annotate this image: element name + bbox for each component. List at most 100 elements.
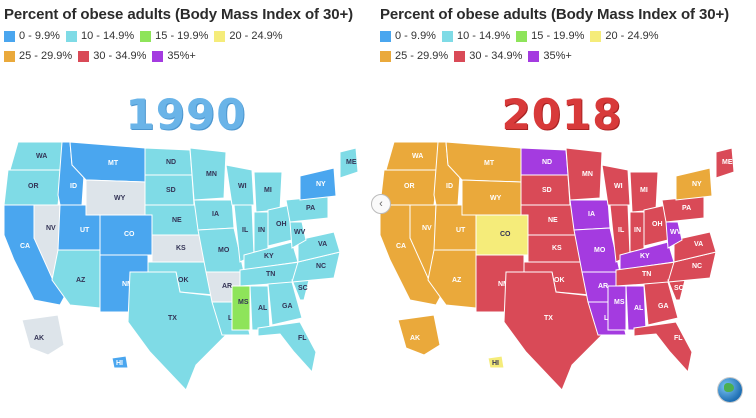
- state-label-id: ID: [70, 183, 77, 190]
- state-label-wi: WI: [238, 183, 247, 190]
- state-label-pa: PA: [682, 205, 691, 212]
- state-label-va: VA: [318, 241, 327, 248]
- state-hi: [487, 355, 505, 369]
- state-label-nc: NC: [692, 263, 702, 270]
- state-wv: [289, 221, 307, 249]
- state-label-mn: MN: [206, 171, 217, 178]
- state-label-nv: NV: [422, 225, 432, 232]
- state-label-fl: FL: [674, 335, 683, 342]
- us-map-1990: WA OR CA NV ID MT WY UT AZ CO NM ND SD NE KS OK TX MN IA MO…: [3, 141, 359, 391]
- state-az: [427, 249, 477, 309]
- state-label-tn: TN: [266, 271, 275, 278]
- state-label-ak: AK: [410, 335, 420, 342]
- state-ak: [397, 314, 441, 356]
- state-label-tn: TN: [642, 271, 651, 278]
- state-label-hi: HI: [492, 360, 499, 367]
- state-label-or: OR: [28, 183, 39, 190]
- state-label-va: VA: [694, 241, 703, 248]
- state-label-fl: FL: [298, 335, 307, 342]
- state-label-il: IL: [618, 227, 625, 234]
- state-va: [297, 231, 341, 263]
- state-label-oh: OH: [276, 221, 287, 228]
- state-label-tx: TX: [544, 315, 553, 322]
- legend-item: 20 - 24.9%: [214, 30, 283, 42]
- state-hi: [111, 355, 129, 369]
- state-label-in: IN: [258, 227, 265, 234]
- state-label-sc: SC: [298, 285, 308, 292]
- state-tx: [503, 271, 603, 391]
- legend-item: 35%+: [152, 50, 196, 62]
- state-label-nd: ND: [166, 159, 176, 166]
- globe-icon: [718, 378, 742, 402]
- state-label-il: IL: [242, 227, 249, 234]
- state-label-wy: WY: [490, 195, 502, 202]
- state-label-oh: OH: [652, 221, 663, 228]
- panel-2018: Percent of obese adults (Body Mass Index…: [376, 0, 748, 412]
- state-label-nm: NM: [122, 281, 133, 288]
- state-ak: [21, 314, 65, 356]
- state-label-ny: NY: [316, 181, 326, 188]
- legend-item: 10 - 14.9%: [441, 30, 510, 42]
- state-az: [51, 249, 101, 309]
- state-label-ut: UT: [80, 227, 90, 234]
- state-label-ne: NE: [172, 217, 182, 224]
- state-ny: [675, 167, 713, 201]
- state-label-sd: SD: [166, 187, 176, 194]
- state-label-nv: NV: [46, 225, 56, 232]
- legend-item: 25 - 29.9%: [380, 50, 448, 62]
- state-label-id: ID: [446, 183, 453, 190]
- state-label-co: CO: [500, 231, 511, 238]
- legend-item: 15 - 19.9%: [516, 30, 584, 42]
- state-label-ks: KS: [552, 245, 562, 252]
- state-label-ok: OK: [178, 277, 189, 284]
- state-wi: [225, 164, 255, 206]
- state-tx: [127, 271, 227, 391]
- state-label-ne: NE: [548, 217, 558, 224]
- legend-item: 35%+: [528, 50, 572, 62]
- state-label-sc: SC: [674, 285, 684, 292]
- previous-arrow-icon[interactable]: ‹: [371, 194, 391, 214]
- state-label-ca: CA: [396, 243, 406, 250]
- state-label-wi: WI: [614, 183, 623, 190]
- legend-item: 25 - 29.9%: [4, 50, 72, 62]
- state-label-wv: WV: [294, 229, 306, 236]
- state-label-ia: IA: [588, 211, 595, 218]
- state-fl: [257, 321, 317, 374]
- state-label-az: AZ: [76, 277, 86, 284]
- state-label-me: ME: [722, 159, 733, 166]
- chart-title-1990: Percent of obese adults (Body Mass Index…: [4, 6, 354, 23]
- state-label-pa: PA: [306, 205, 315, 212]
- state-label-ar: AR: [222, 283, 232, 290]
- state-label-az: AZ: [452, 277, 462, 284]
- panel-1990: Percent of obese adults (Body Mass Index…: [0, 0, 372, 412]
- year-label-2018: 2018: [501, 90, 623, 139]
- state-label-ms: MS: [614, 299, 625, 306]
- state-label-ny: NY: [692, 181, 702, 188]
- state-label-ar: AR: [598, 283, 608, 290]
- state-va: [673, 231, 717, 263]
- state-label-nd: ND: [542, 159, 552, 166]
- state-label-mt: MT: [108, 160, 119, 167]
- legend-item: 20 - 24.9%: [590, 30, 659, 42]
- state-label-ga: GA: [282, 303, 293, 310]
- state-ga: [267, 281, 303, 326]
- legend-2018: 0 - 9.9% 10 - 14.9% 15 - 19.9% 20 - 24.9…: [380, 30, 750, 70]
- state-label-wa: WA: [412, 153, 423, 160]
- state-label-mi: MI: [640, 187, 648, 194]
- state-ms: [607, 285, 627, 331]
- state-mn: [565, 147, 603, 201]
- state-wi: [601, 164, 631, 206]
- chart-title-2018: Percent of obese adults (Body Mass Index…: [380, 6, 730, 23]
- state-mn: [189, 147, 227, 201]
- state-label-ky: KY: [640, 253, 650, 260]
- state-label-or: OR: [404, 183, 415, 190]
- state-me: [339, 147, 359, 179]
- state-label-ak: AK: [34, 335, 44, 342]
- state-label-wy: WY: [114, 195, 126, 202]
- state-ga: [643, 281, 679, 326]
- state-label-wa: WA: [36, 153, 47, 160]
- legend-item: 15 - 19.9%: [140, 30, 208, 42]
- state-label-ky: KY: [264, 253, 274, 260]
- state-label-mo: MO: [594, 247, 606, 254]
- legend-item: 10 - 14.9%: [65, 30, 134, 42]
